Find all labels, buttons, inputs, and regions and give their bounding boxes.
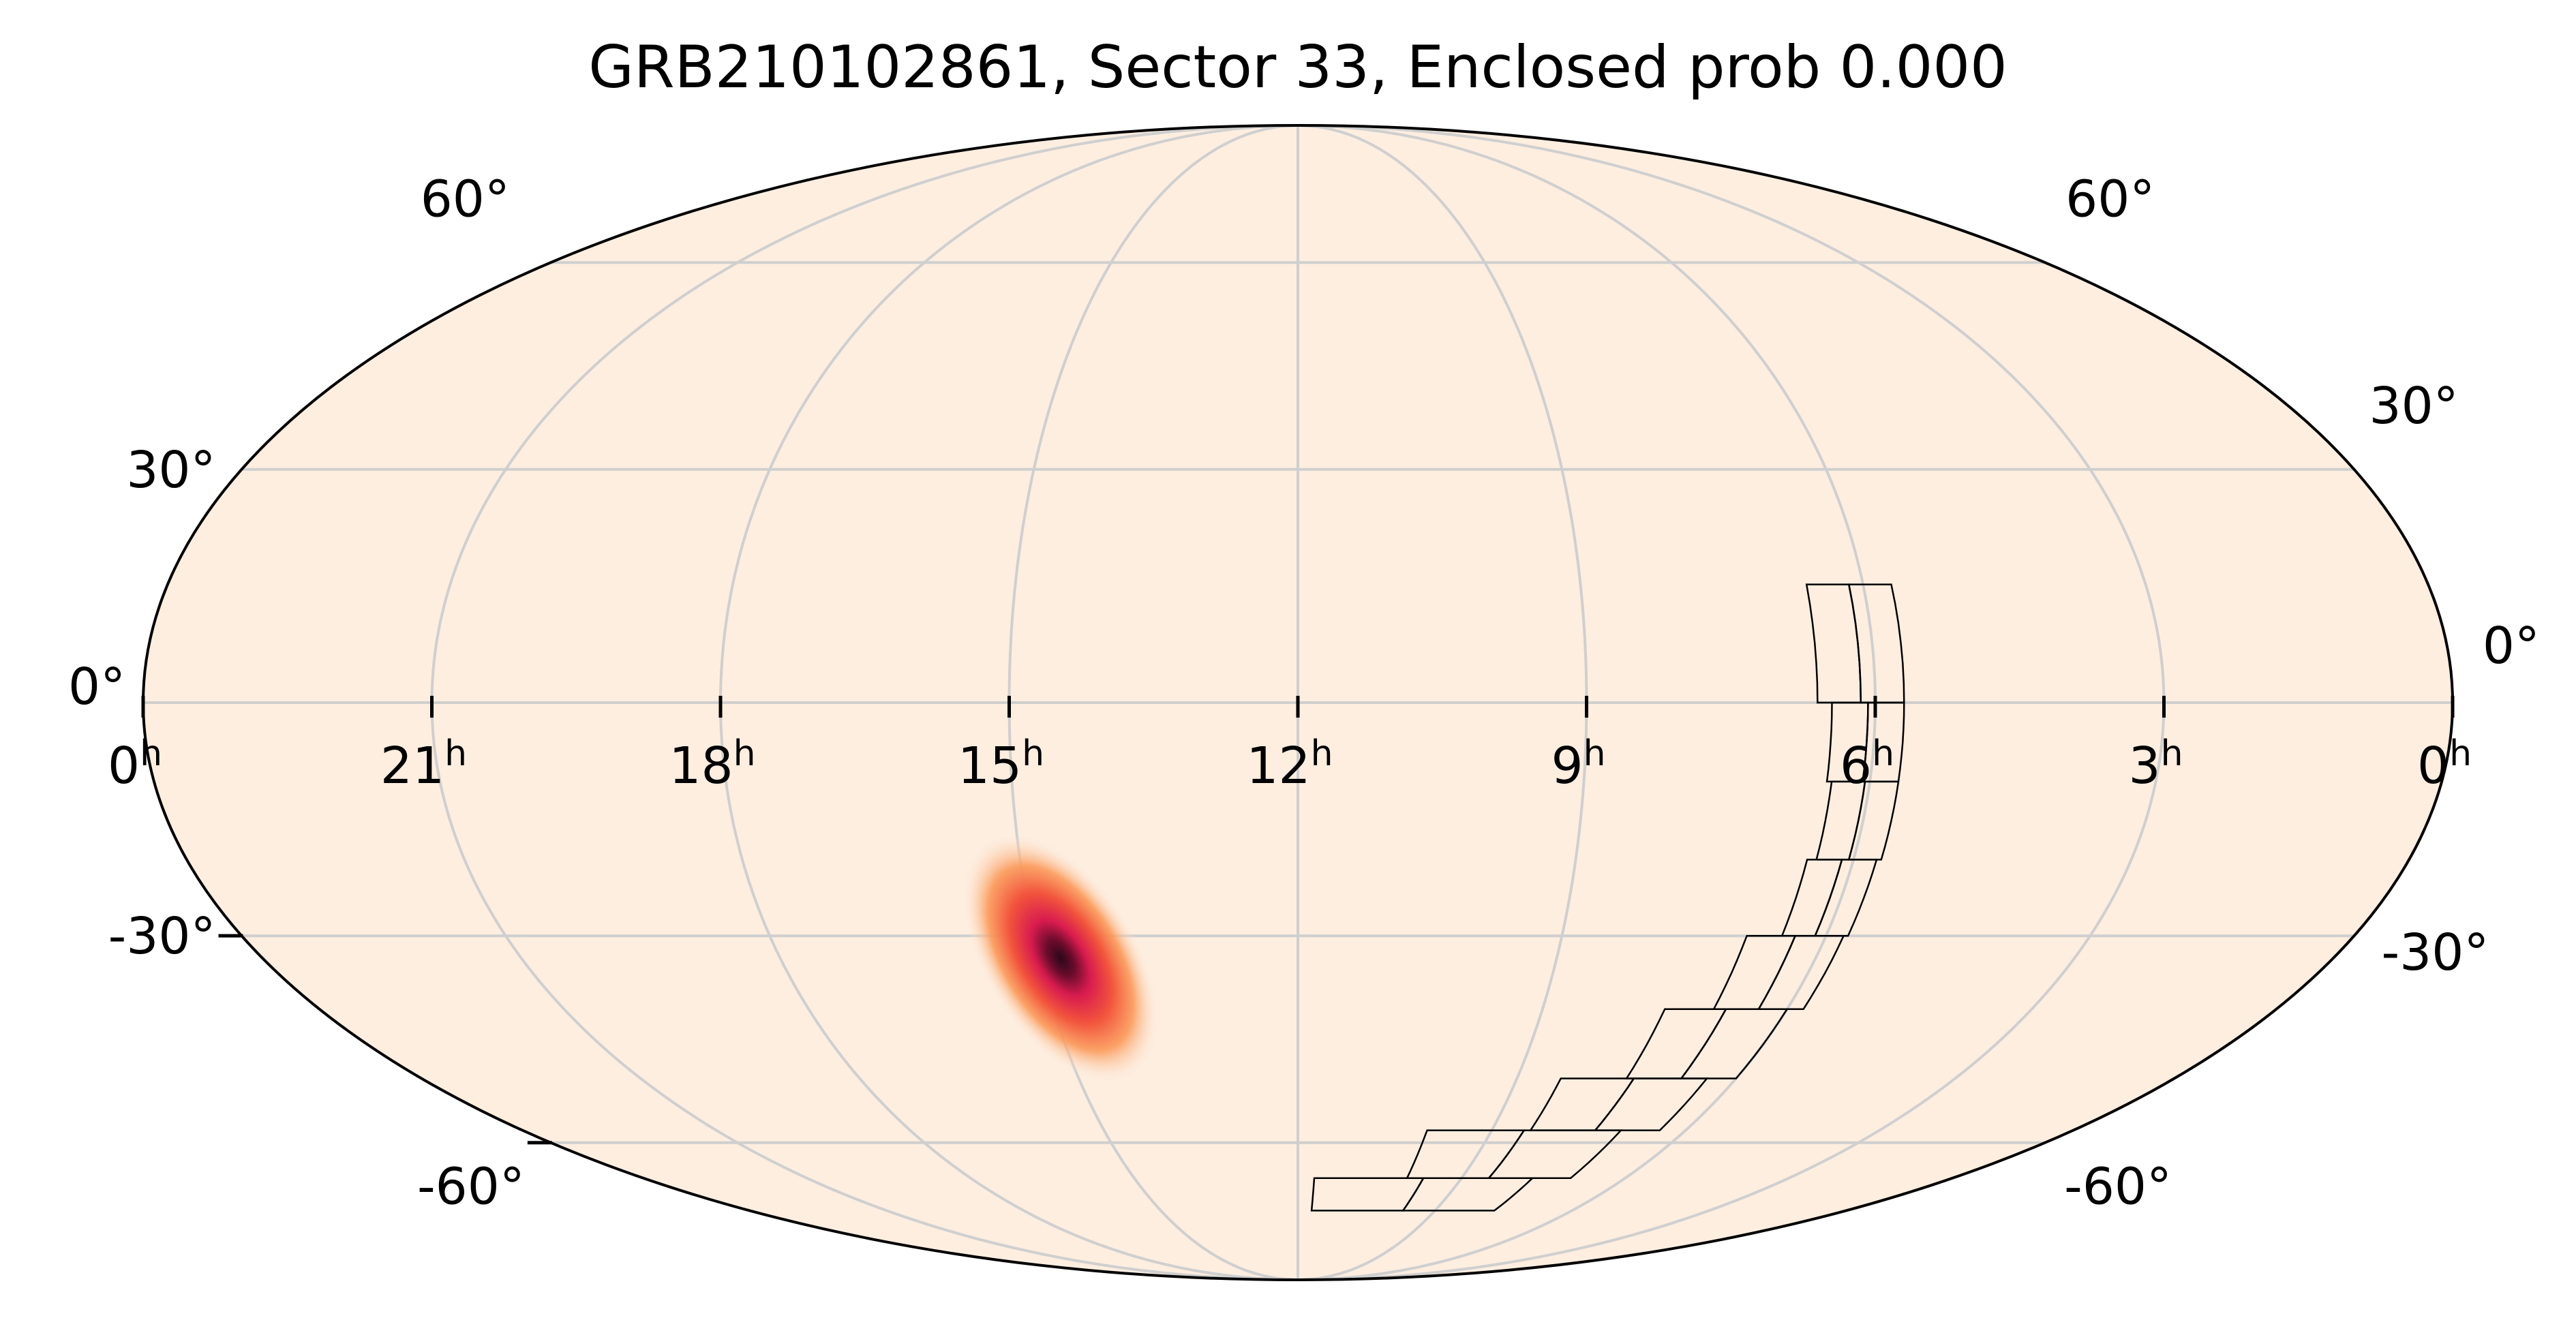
dec-tick-labels-left: 60° 30° 0° -30° -60° [68,170,525,1216]
dec-tick-label-right: -60° [2064,1158,2172,1216]
dec-tick-label-left: 30° [126,441,215,500]
dec-tick-label-right: 0° [2483,617,2540,675]
dec-tick-label-left: -60° [417,1158,525,1216]
ra-tick-labels: 0h 21h 18h 15h 12h 9h 6h 3h 0h [108,733,2472,795]
ra-tick-label: 3h [2128,733,2183,795]
ra-tick-label: 0h [2417,733,2472,795]
dec-tick-label-left: -30° [108,907,216,966]
ccd-outline [1401,1177,1535,1212]
ra-tick-label: 18h [669,733,755,795]
dec-tick-label-right: -30° [2381,923,2489,982]
probability-blob [962,833,1160,1084]
ra-tick-label: 9h [1551,733,1605,795]
dec-tick-label-left: 0° [68,658,125,716]
ra-tick-label: 6h [1840,733,1894,795]
ra-tick-label: 0h [108,733,162,795]
dec-tick-labels-right: 60° 30° 0° -30° -60° [2064,170,2540,1216]
dec-tick-label-right: 60° [2065,170,2155,228]
tick-marks [141,696,2455,1145]
chart-title: GRB210102861, Sector 33, Enclosed prob 0… [588,33,2007,102]
ra-tick-label: 15h [958,733,1044,795]
probability-region [962,833,1160,1084]
ra-tick-label: 12h [1246,733,1333,795]
ra-tick-label: 21h [380,733,467,795]
sector-footprint [1310,583,1905,1212]
dec-tick-label-right: 30° [2369,377,2458,435]
dec-tick-label-left: 60° [421,170,510,228]
